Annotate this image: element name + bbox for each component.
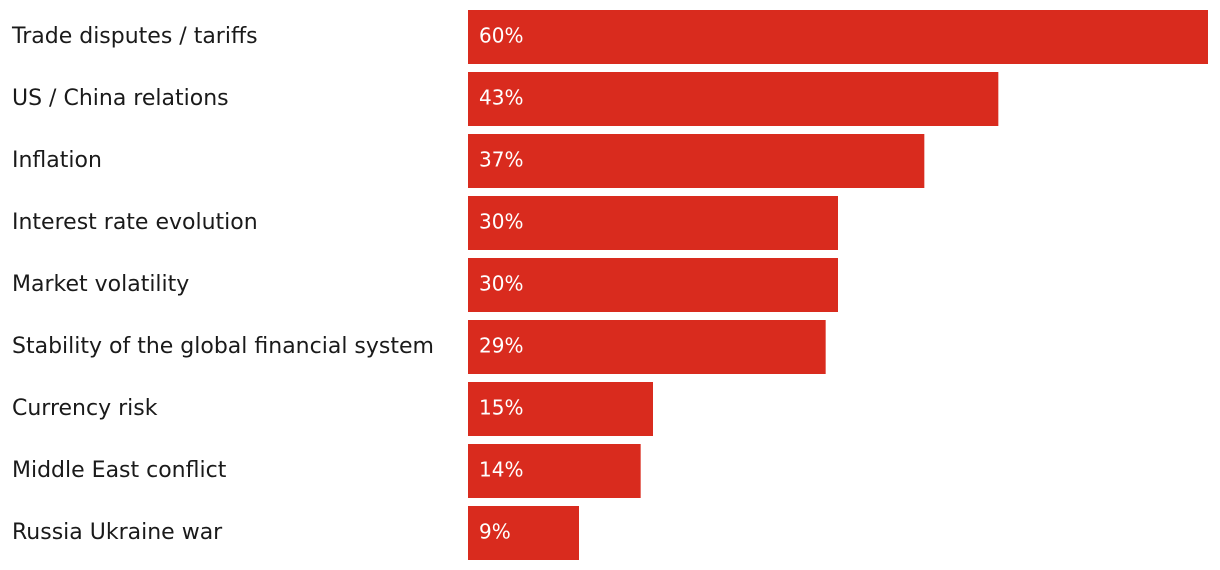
bar xyxy=(468,382,653,436)
bar-value-label: 37% xyxy=(479,148,523,172)
value-labels: 60% 43% 37% 30% 30% 29% 15% 14% 9% xyxy=(479,24,523,544)
category-label: Middle East conflict xyxy=(12,458,227,483)
bar xyxy=(468,506,579,560)
category-label: Currency risk xyxy=(12,396,158,421)
category-label: Stability of the global financial system xyxy=(12,334,434,359)
bar-value-label: 9% xyxy=(479,520,511,544)
category-label: Market volatility xyxy=(12,272,189,297)
bar xyxy=(468,444,641,498)
category-label: Inflation xyxy=(12,148,102,173)
category-labels: Trade disputes / tariffs US / China relat… xyxy=(11,24,434,545)
bar-value-label: 60% xyxy=(479,24,523,48)
bar xyxy=(468,196,838,250)
bar-value-label: 14% xyxy=(479,458,523,482)
bar-value-label: 30% xyxy=(479,272,523,296)
bar xyxy=(468,258,838,312)
category-label: Trade disputes / tariffs xyxy=(11,24,258,49)
bar xyxy=(468,320,826,374)
category-label: Russia Ukraine war xyxy=(12,520,223,545)
category-label: Interest rate evolution xyxy=(12,210,258,235)
bar xyxy=(468,72,999,126)
bar xyxy=(468,134,925,188)
bar-value-label: 30% xyxy=(479,210,523,234)
bar-value-label: 29% xyxy=(479,334,523,358)
bars xyxy=(468,10,1208,560)
category-label: US / China relations xyxy=(12,86,229,111)
bar-value-label: 43% xyxy=(479,86,523,110)
bar-value-label: 15% xyxy=(479,396,523,420)
bar xyxy=(468,10,1208,64)
